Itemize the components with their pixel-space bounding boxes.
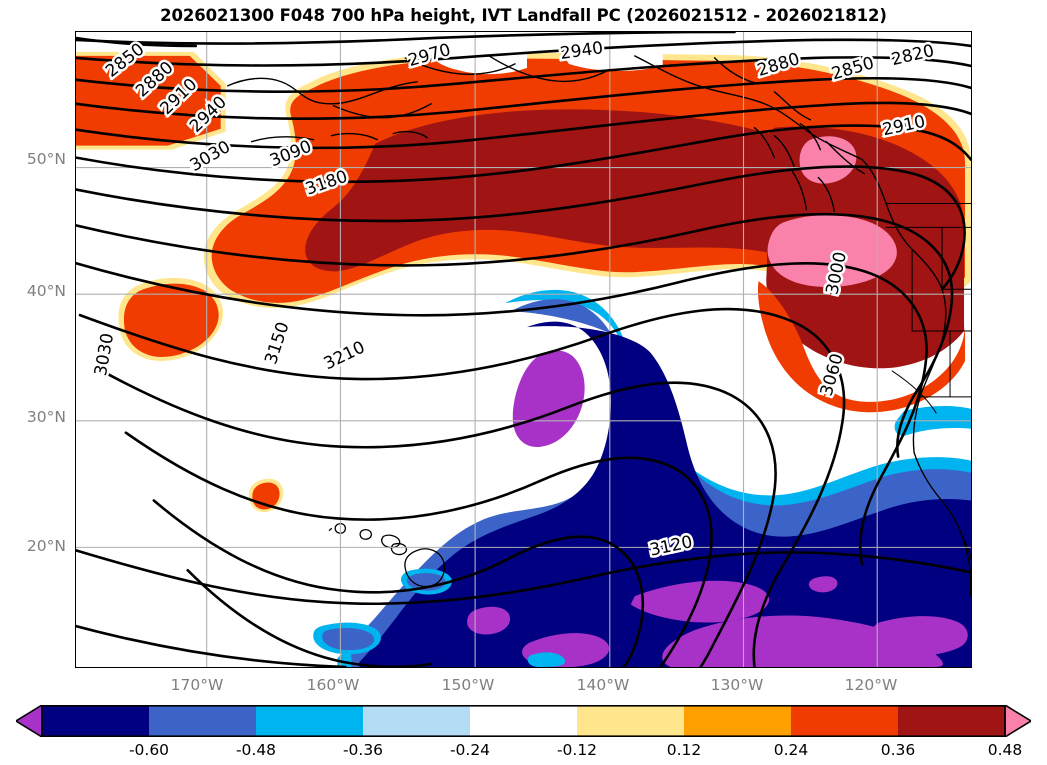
- colorbar-tick-label: -0.36: [342, 741, 384, 759]
- lat-tick-40n: 40°N: [26, 282, 66, 300]
- colorbar-extend-low: [16, 705, 43, 737]
- lon-tick-170w: 170°W: [170, 676, 224, 694]
- band-neg-012-sw3: [527, 652, 566, 667]
- band-neg-060-g: [667, 585, 697, 604]
- lon-tick-150w: 150°W: [441, 676, 495, 694]
- colorbar-extend-high: [1004, 705, 1031, 737]
- band-neg-060-h: [808, 576, 838, 593]
- colorbar-tick-label: -0.48: [235, 741, 277, 759]
- lat-tick-50n: 50°N: [26, 150, 66, 168]
- lon-tick-130w: 130°W: [710, 676, 764, 694]
- colorbar-outline: [41, 705, 1006, 737]
- lon-tick-140w: 140°W: [576, 676, 630, 694]
- band-neg-060-f: [467, 606, 511, 635]
- band-pos-060-b: [767, 215, 897, 287]
- lon-tick-120w: 120°W: [844, 676, 898, 694]
- colorbar-swatch: [470, 705, 578, 737]
- lat-tick-20n: 20°N: [26, 537, 66, 555]
- height-contours: [76, 32, 971, 667]
- hole-pos-north-2: [560, 49, 663, 71]
- colorbar-tick-label: -0.24: [449, 741, 491, 759]
- colorbar-tick-label: 0.48: [987, 741, 1023, 759]
- band-neg-060-d: [871, 616, 968, 656]
- shading-negative: [313, 289, 971, 667]
- colorbar-swatch: [898, 705, 1006, 737]
- colorbar-swatch: [684, 705, 792, 737]
- colorbar-swatch: [149, 705, 257, 737]
- lon-tick-160w: 160°W: [306, 676, 360, 694]
- band-neg-060-b: [630, 580, 770, 623]
- colorbar-swatch: [363, 705, 471, 737]
- map-plot-area: 2850 2880 2910 2940 2970 2940 2880 2850 2820 2910…: [75, 31, 972, 668]
- colorbar-swatch: [577, 705, 685, 737]
- page-title: 2026021300 F048 700 hPa height, IVT Land…: [160, 6, 887, 25]
- band-pos-060-a: [799, 136, 857, 184]
- colorbar[interactable]: [16, 705, 1031, 737]
- lat-tick-30n: 30°N: [26, 408, 66, 426]
- colorbar-tick-label: 0.12: [666, 741, 702, 759]
- colorbar-tick-label: -0.60: [128, 741, 170, 759]
- colorbar-tick-label: 0.24: [773, 741, 809, 759]
- colorbar-swatch: [256, 705, 364, 737]
- colorbar-swatch: [42, 705, 150, 737]
- colorbar-swatches: [16, 705, 1031, 737]
- colorbar-tick-label: 0.36: [880, 741, 916, 759]
- band-neg-036-sw1: [322, 628, 375, 651]
- colorbar-swatch: [791, 705, 899, 737]
- band-pos-024-pnw: [757, 281, 966, 413]
- colorbar-tick-label: -0.12: [556, 741, 598, 759]
- colorbar-svg[interactable]: [16, 705, 1031, 737]
- band-pos-024: [76, 55, 221, 146]
- band-neg-060-a: [512, 350, 585, 447]
